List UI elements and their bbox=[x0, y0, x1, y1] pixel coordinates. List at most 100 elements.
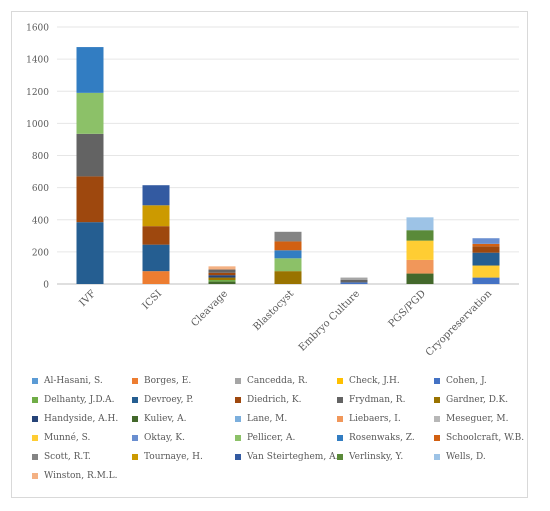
legend-label: Cohen, J. bbox=[446, 376, 487, 386]
legend-swatch bbox=[32, 416, 38, 422]
bar-segment bbox=[142, 185, 170, 206]
y-tick-label: 1200 bbox=[26, 88, 49, 98]
legend-label: Van Steirteghem, A. bbox=[247, 452, 339, 462]
legend-swatch bbox=[337, 378, 343, 384]
legend-swatch bbox=[132, 435, 138, 441]
legend-swatch bbox=[434, 378, 440, 384]
bar-segment bbox=[472, 252, 500, 266]
legend-item: Schoolcraft, W.B. bbox=[434, 431, 524, 445]
x-tick-label: ICSI bbox=[140, 288, 164, 312]
bar-segment bbox=[406, 273, 434, 284]
bar-segment bbox=[472, 277, 500, 284]
legend-swatch bbox=[337, 397, 343, 403]
bar-segment bbox=[340, 282, 368, 284]
legend-item: Kuliev, A. bbox=[132, 412, 187, 426]
legend-item: Meseguer, M. bbox=[434, 412, 508, 426]
bar-segment bbox=[208, 281, 236, 284]
x-tick-label: PGS/PGD bbox=[387, 288, 428, 329]
legend-label: Borges, E. bbox=[144, 376, 192, 386]
legend-item: Frydman, R. bbox=[337, 393, 405, 407]
bar-segment bbox=[76, 47, 104, 93]
bar-segment bbox=[76, 92, 104, 134]
legend-swatch bbox=[434, 416, 440, 422]
legend-swatch bbox=[235, 416, 241, 422]
legend-label: Devroey, P. bbox=[144, 395, 194, 405]
x-tick-label: Embryo Culture bbox=[297, 288, 362, 353]
bar-segment bbox=[472, 238, 500, 244]
x-tick-label: IVF bbox=[78, 288, 99, 309]
bar-segment bbox=[208, 279, 236, 282]
legend-label: Oktay, K. bbox=[144, 433, 186, 443]
legend-swatch bbox=[32, 378, 38, 384]
legend-label: Pellicer, A. bbox=[247, 433, 296, 443]
legend-label: Cancedda, R. bbox=[247, 376, 308, 386]
legend-swatch bbox=[337, 435, 343, 441]
bar-segment bbox=[472, 243, 500, 247]
legend-swatch bbox=[32, 435, 38, 441]
legend-swatch bbox=[32, 454, 38, 460]
bar-segment bbox=[142, 271, 170, 284]
legend-item: Al-Hasani, S. bbox=[32, 374, 103, 388]
bar-segment bbox=[274, 250, 302, 259]
legend-item: Verlinsky, Y. bbox=[337, 450, 403, 464]
legend-swatch bbox=[32, 397, 38, 403]
legend-label: Delhanty, J.D.A. bbox=[44, 395, 115, 405]
legend-item: Delhanty, J.D.A. bbox=[32, 393, 115, 407]
legend-label: Winston, R.M.L. bbox=[44, 471, 118, 481]
legend-swatch bbox=[434, 454, 440, 460]
legend-label: Rosenwaks, Z. bbox=[349, 433, 415, 443]
legend-item: Winston, R.M.L. bbox=[32, 469, 118, 483]
stacked-bar-chart: 0 200 400 600 800 1000 1200 1400 1600 IVF ICSI Clea… bbox=[26, 24, 519, 359]
bar-segment bbox=[274, 258, 302, 272]
legend-item: Cohen, J. bbox=[434, 374, 487, 388]
legend-item: Handyside, A.H. bbox=[32, 412, 118, 426]
legend-item: Oktay, K. bbox=[132, 431, 185, 445]
legend-label: Tournaye, H. bbox=[144, 452, 203, 462]
bar-segment bbox=[208, 277, 236, 280]
legend-swatch bbox=[337, 454, 343, 460]
legend-swatch bbox=[132, 416, 138, 422]
legend-item: Devroey, P. bbox=[132, 393, 193, 407]
legend-label: Verlinsky, Y. bbox=[349, 452, 404, 462]
y-tick-label: 400 bbox=[32, 216, 49, 226]
legend-label: Al-Hasani, S. bbox=[44, 376, 103, 386]
bar-segment bbox=[406, 240, 434, 260]
legend-item: Lane, M. bbox=[235, 412, 287, 426]
legend-swatch bbox=[132, 397, 138, 403]
legend-label: Schoolcraft, W.B. bbox=[446, 433, 525, 443]
legend-label: Frydman, R. bbox=[349, 395, 406, 405]
bar-segment bbox=[208, 269, 236, 273]
y-tick-label: 800 bbox=[32, 152, 49, 162]
legend-label: Gardner, D.K. bbox=[446, 395, 509, 405]
legend-label: Kuliev, A. bbox=[144, 414, 187, 424]
x-tick-label: Cleavage bbox=[189, 288, 230, 329]
legend-label: Check, J.H. bbox=[349, 376, 400, 386]
bar-segment bbox=[406, 217, 434, 231]
legend-item: Wells, D. bbox=[434, 450, 486, 464]
bar-segment bbox=[340, 279, 368, 283]
legend-swatch bbox=[132, 454, 138, 460]
legend-item: Gardner, D.K. bbox=[434, 393, 508, 407]
chart-frame: 0 200 400 600 800 1000 1200 1400 1600 IVF ICSI Clea… bbox=[11, 11, 528, 498]
legend-swatch bbox=[235, 378, 241, 384]
bar-segment bbox=[76, 176, 104, 223]
legend-label: Handyside, A.H. bbox=[44, 414, 119, 424]
bar-segment bbox=[208, 266, 236, 270]
legend-item: Tournaye, H. bbox=[132, 450, 203, 464]
legend-item: Check, J.H. bbox=[337, 374, 400, 388]
x-tick-label: Cryopreservation bbox=[424, 288, 495, 359]
y-tick-label: 1600 bbox=[26, 24, 49, 34]
bar-segment bbox=[208, 275, 236, 278]
legend-swatch bbox=[132, 378, 138, 384]
legend-label: Diedrich, K. bbox=[247, 395, 302, 405]
bar-segment bbox=[472, 246, 500, 253]
legend-label: Liebaers, I. bbox=[349, 414, 401, 424]
legend-swatch bbox=[235, 397, 241, 403]
legend-item: Borges, E. bbox=[132, 374, 191, 388]
legend-item: Diedrich, K. bbox=[235, 393, 302, 407]
legend-item: Cancedda, R. bbox=[235, 374, 308, 388]
legend-swatch bbox=[235, 435, 241, 441]
legend-swatch bbox=[235, 454, 241, 460]
legend-swatch bbox=[337, 416, 343, 422]
y-tick-label: 1000 bbox=[26, 120, 49, 130]
